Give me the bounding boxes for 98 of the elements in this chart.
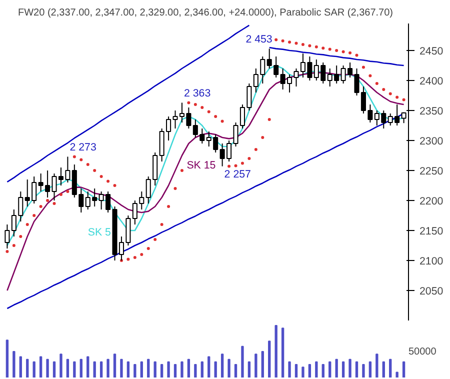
candlestick — [246, 83, 252, 111]
annotation: 2 453 — [246, 34, 272, 46]
point — [348, 51, 352, 54]
candlestick — [18, 191, 24, 222]
candlestick — [253, 68, 258, 93]
series-label: SK 15 — [186, 160, 216, 172]
point — [100, 175, 103, 178]
point — [355, 54, 358, 57]
point — [362, 66, 365, 69]
point — [274, 38, 278, 42]
point — [66, 190, 70, 193]
text: 50000 — [408, 346, 437, 358]
point — [19, 235, 22, 238]
point — [402, 98, 406, 102]
point — [314, 45, 318, 48]
y-tick-label: 2450 — [420, 46, 444, 58]
point — [375, 82, 378, 85]
point — [113, 184, 116, 187]
point — [39, 205, 42, 208]
y-tick-label: 2350 — [420, 106, 444, 118]
point — [214, 115, 218, 118]
candlestick — [274, 56, 279, 78]
point — [126, 258, 130, 261]
point — [281, 39, 284, 42]
point — [207, 110, 210, 114]
candlestick — [126, 215, 131, 246]
point — [254, 148, 258, 151]
point — [154, 238, 157, 241]
point — [228, 164, 231, 168]
point — [335, 49, 338, 52]
point — [80, 158, 83, 162]
point — [288, 40, 292, 44]
point — [93, 169, 96, 172]
candlestick — [368, 104, 373, 123]
y-tick-label: 2400 — [420, 76, 444, 88]
y-tick-label: 2150 — [420, 226, 444, 238]
point — [187, 101, 190, 104]
point — [59, 193, 62, 196]
candlestick — [192, 119, 198, 138]
annotation: 2 273 — [70, 142, 96, 154]
candlestick — [266, 48, 272, 69]
point — [396, 96, 399, 99]
point — [180, 169, 184, 172]
chart-title: FW20 (2,337.00, 2,347.00, 2,329.00, 2,346.00, +24.0000), Parabolic SAR (2,367.70) — [18, 8, 393, 18]
y-tick-label: 2100 — [420, 256, 444, 268]
candlestick — [38, 173, 44, 192]
point — [234, 164, 238, 168]
y-tick-label: 2050 — [420, 286, 444, 298]
point — [248, 157, 251, 160]
point — [220, 120, 224, 123]
point — [12, 244, 16, 247]
point — [46, 199, 50, 202]
point — [167, 205, 170, 208]
annotation: 2 363 — [184, 88, 211, 100]
candlestick — [72, 164, 77, 198]
series-label: SK 5 — [88, 226, 112, 238]
line-series — [6, 24, 250, 183]
point — [200, 106, 204, 109]
y-tick-label: 2300 — [420, 136, 444, 148]
point — [174, 187, 177, 190]
point — [342, 50, 345, 54]
point — [268, 118, 271, 121]
point — [328, 48, 332, 51]
point — [240, 162, 244, 165]
point — [388, 92, 392, 96]
candlestick — [159, 128, 164, 162]
candlestick — [11, 209, 16, 237]
point — [294, 42, 298, 45]
point — [106, 180, 110, 183]
point — [146, 247, 150, 250]
annotation: 2 257 — [224, 168, 252, 180]
y-tick-label: 2200 — [420, 196, 444, 208]
point — [382, 88, 386, 91]
candlestick — [78, 188, 84, 213]
point — [261, 136, 264, 139]
candlestick — [260, 56, 266, 84]
point — [133, 256, 136, 259]
candlestick — [152, 152, 158, 186]
point — [308, 44, 312, 48]
point — [194, 103, 197, 106]
point — [52, 202, 56, 205]
point — [322, 46, 325, 50]
point — [86, 163, 90, 166]
candlestick — [146, 176, 151, 204]
point — [140, 253, 144, 256]
candlestick — [139, 191, 144, 210]
point — [368, 74, 372, 78]
point — [160, 223, 164, 226]
point — [26, 223, 29, 226]
point — [72, 155, 76, 158]
line-series — [268, 46, 404, 66]
candlestick — [200, 128, 205, 144]
point — [6, 250, 9, 253]
candlestick — [4, 224, 10, 249]
y-tick-label: 2250 — [420, 166, 444, 178]
point — [32, 214, 36, 217]
candlestick — [132, 200, 138, 225]
point — [301, 43, 304, 46]
